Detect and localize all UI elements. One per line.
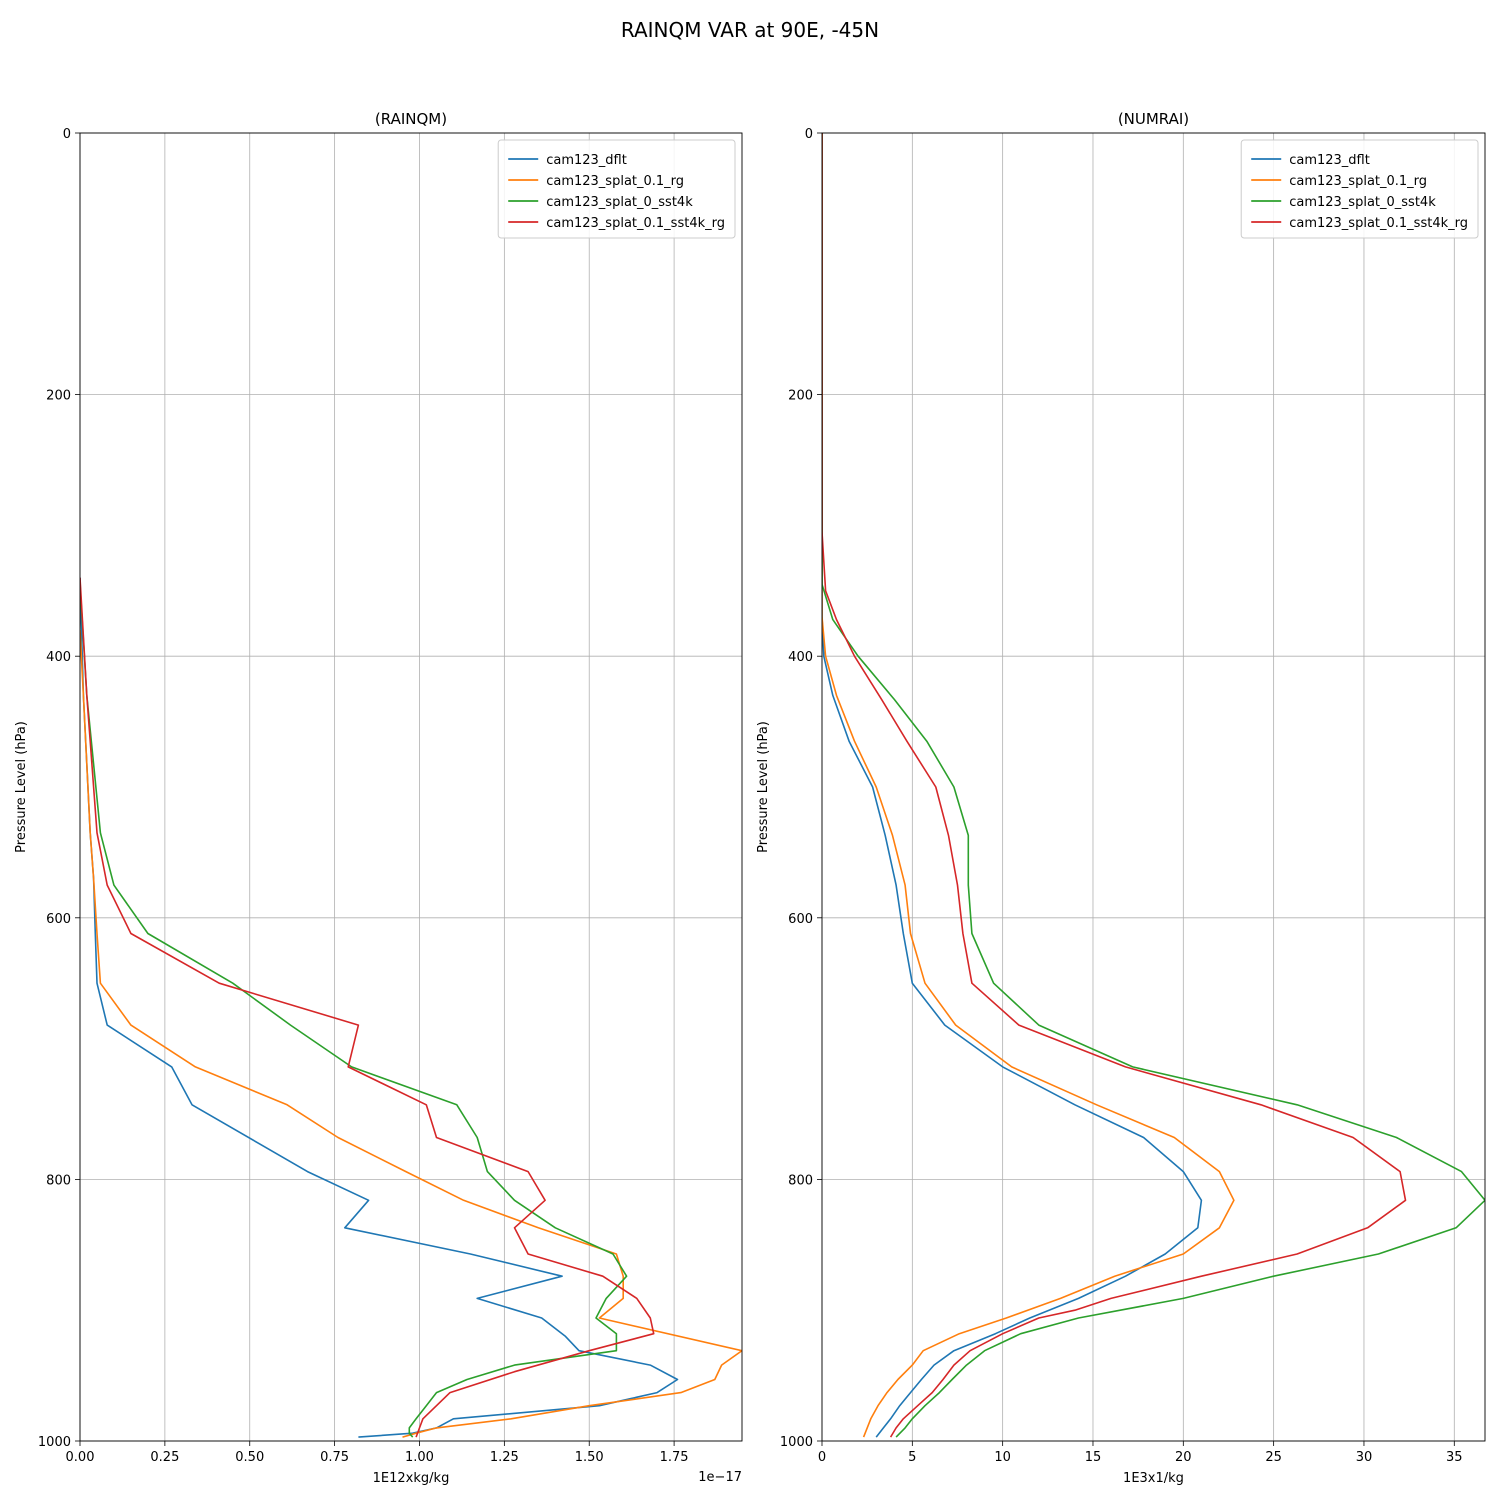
legend-label: cam123_splat_0.1_sst4k_rg [1289,216,1468,231]
legend-label: cam123_splat_0_sst4k [1289,195,1436,210]
series-line-cam123-splat-0-sst4k [822,133,1485,1438]
panel-numrai: 0 5 10 15 20 25 30 35 0 200 400 600 800 1000 (NUMRAI) 1… [756,110,1486,1486]
series-line-cam123-splat-0-1-sst4k-rg [80,577,655,1438]
x-tick-label: 0.25 [150,1450,179,1465]
plot-area [822,133,1485,1441]
series-line-cam123-splat-0-1-rg [80,629,742,1438]
series-line-cam123-dflt [822,133,1203,1438]
legend: cam123_dflt cam123_splat_0.1_rg cam123_spl… [497,139,736,239]
x-axis-label: 1E12xkg/kg [373,1471,450,1486]
series-line-cam123-splat-0-1-sst4k-rg [822,133,1407,1438]
legend-label: cam123_splat_0.1_sst4k_rg [546,216,725,231]
y-axis-label: Pressure Level (hPa) [756,721,771,853]
y-tick-label: 200 [788,389,813,404]
axes-title: (NUMRAI) [1118,110,1189,128]
x-tick-label: 20 [1175,1450,1192,1465]
y-tick-label: 200 [46,389,71,404]
y-tick-label: 600 [788,912,813,927]
panel-rainqm: 0.00 0.25 0.50 0.75 1.00 1.25 1.50 1.75 0 200 400 6… [14,110,743,1486]
legend-frame [497,139,736,239]
figure-title: RAINQM VAR at 90E, -45N [621,18,879,42]
series-group [80,577,742,1438]
series-line-cam123-splat-0-sst4k [80,584,628,1438]
legend-label: cam123_dflt [546,153,627,168]
plot-area [80,133,742,1441]
x-tick-label: 5 [908,1450,916,1465]
legend-frame [1240,139,1479,239]
legend-label: cam123_splat_0_sst4k [546,195,693,210]
x-tick-label: 1.25 [490,1450,519,1465]
y-tick-label: 0 [63,127,71,142]
axes-frame [821,132,1486,1442]
x-tick-label: 25 [1265,1450,1282,1465]
x-tick-label: 1.00 [405,1450,434,1465]
axes-title: (RAINQM) [375,110,447,128]
legend-label: cam123_splat_0.1_rg [546,174,684,189]
series-group [822,133,1485,1438]
y-tick-label: 400 [788,650,813,665]
y-tick-label: 800 [46,1173,71,1188]
series-line-cam123-splat-0-1-rg [822,133,1235,1438]
x-axis-label: 1E3x1/kg [1123,1471,1184,1486]
legend: cam123_dflt cam123_splat_0.1_rg cam123_spl… [1240,139,1479,239]
x-tick-label: 1.50 [575,1450,604,1465]
legend-label: cam123_dflt [1289,153,1370,168]
x-tick-label: 10 [994,1450,1011,1465]
x-tick-label: 1.75 [660,1450,689,1465]
x-tick-label: 30 [1356,1450,1373,1465]
y-tick-label: 600 [46,912,71,927]
x-tick-label: 35 [1446,1450,1463,1465]
y-axis-label: Pressure Level (hPa) [14,721,29,853]
x-tick-label: 15 [1085,1450,1102,1465]
x-tick-label: 0 [818,1450,826,1465]
y-tick-label: 400 [46,650,71,665]
y-tick-label: 1000 [780,1435,813,1450]
y-tick-label: 0 [805,127,813,142]
x-tick-label: 0.00 [66,1450,95,1465]
x-tick-label: 0.75 [320,1450,349,1465]
y-tick-label: 800 [788,1173,813,1188]
axes-frame [79,132,743,1442]
legend-label: cam123_splat_0.1_rg [1289,174,1427,189]
x-tick-label: 0.50 [235,1450,264,1465]
x-offset-label: 1e−17 [698,1470,742,1485]
y-tick-label: 1000 [38,1435,71,1450]
